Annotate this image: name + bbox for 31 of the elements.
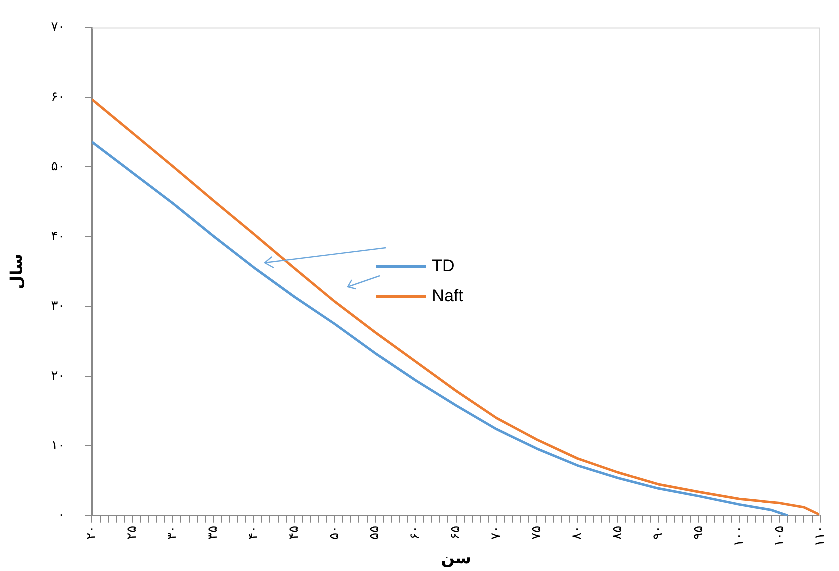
x-tick-label: ۹۵	[691, 526, 706, 540]
x-axis-title: سن	[441, 548, 472, 568]
x-tick-label: ۳۵	[206, 526, 221, 540]
y-tick-label: ۷۰	[51, 20, 66, 36]
y-tick-label: ۲۰	[51, 368, 66, 384]
y-tick-label: ۵۰	[51, 160, 66, 175]
x-tick-label: ۳۰	[165, 526, 180, 540]
x-tick-label: ۷۵	[530, 526, 545, 540]
x-tick-label: ۸۵	[610, 526, 626, 540]
y-tick-label: ۱۰	[51, 438, 66, 454]
y-tick-label: ۴۰	[51, 229, 66, 244]
x-tick-label: ۱۰۵	[772, 526, 788, 547]
x-tick-label: ۶۰	[408, 526, 424, 540]
legend-label: TD	[432, 256, 455, 276]
y-tick-label: ۰	[58, 508, 66, 524]
x-tick-label: ۵۰	[327, 526, 342, 540]
x-tick-label: ۹۰	[650, 526, 666, 540]
legend-label: Naft	[432, 286, 464, 306]
x-tick-label: ۴۵	[286, 526, 302, 540]
y-tick-label: ۶۰	[51, 90, 66, 105]
x-tick-label: ۱۰۰	[732, 526, 747, 547]
x-tick-label: ۷۰	[489, 526, 504, 540]
y-axis-title: سال	[6, 254, 26, 290]
x-tick-label: ۸۰	[570, 526, 586, 540]
x-tick-label: ۱۱۰	[812, 526, 828, 547]
y-tick-label: ۳۰	[51, 299, 66, 314]
x-tick-label: ۶۵	[448, 526, 464, 540]
x-tick-label: ۲۵	[124, 526, 140, 540]
x-tick-label: ۲۰	[84, 526, 100, 540]
x-tick-label: ۵۵	[368, 526, 383, 540]
x-tick-label: ۴۰	[246, 526, 262, 540]
